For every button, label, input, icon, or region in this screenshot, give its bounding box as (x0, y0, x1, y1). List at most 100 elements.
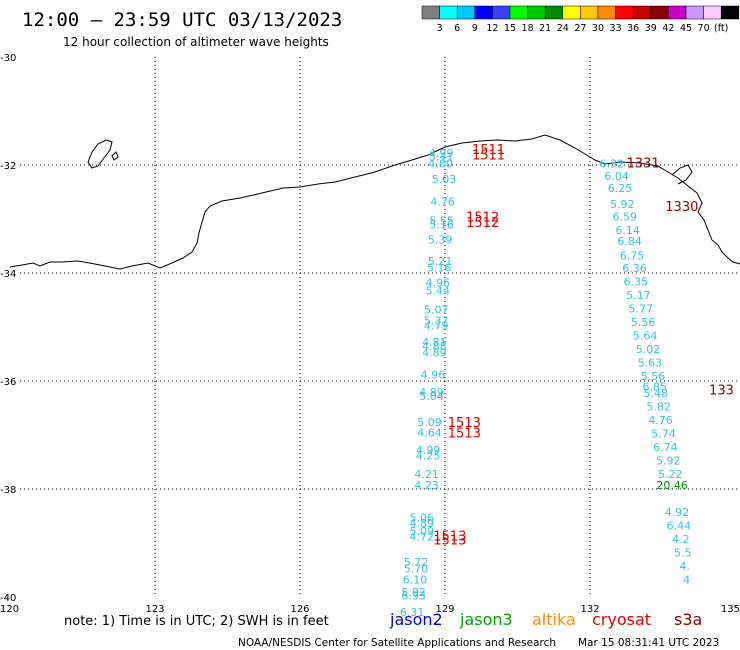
legend-label: 39 (645, 23, 657, 34)
legend-swatch (615, 5, 634, 20)
wave-height-value: 4.92 (665, 506, 690, 519)
pass-time-label: 1513 (448, 416, 481, 431)
legend-swatch (421, 5, 440, 20)
legend-label: 12 (486, 23, 498, 34)
legend-label: (ft) (714, 23, 728, 34)
legend-label: 3 (437, 23, 443, 34)
pass-time-label: 133 (709, 384, 734, 399)
pass-time-label: 1511 (472, 149, 505, 164)
wave-height-value: 5.92 (610, 198, 635, 211)
lat-tick-label: -40 (0, 593, 16, 604)
legend-swatch (527, 5, 546, 20)
lon-tick-label: 120 (0, 604, 19, 615)
wave-height-value: 4.89 (419, 386, 444, 399)
wave-height-value: 6.75 (620, 250, 645, 263)
wave-height-value: 6.25 (608, 182, 633, 195)
wave-height-value: 4.89 (422, 347, 447, 360)
legend-label: 15 (504, 23, 516, 34)
wave-height-value: 5.74 (651, 428, 676, 441)
mission-name: altika (532, 610, 576, 629)
pass-time-label: 1513 (433, 534, 466, 549)
mission-name: s3a (674, 610, 702, 629)
lon-tick-label: 126 (290, 604, 309, 615)
lat-tick-label: -30 (0, 53, 16, 64)
wave-height-value: 5.22 (658, 468, 683, 481)
wave-height-value: 5.92 (401, 586, 426, 599)
lat-tick-label: -36 (0, 377, 16, 388)
map-title: 12:00 – 23:59 UTC 03/13/2023 (22, 9, 342, 31)
legend-swatch (703, 5, 722, 20)
wave-height-value: 5.21 (428, 255, 453, 268)
wave-height-value: 5.03 (432, 173, 457, 186)
lat-tick-label: -32 (0, 161, 16, 172)
wave-height-value: 6.04 (604, 170, 629, 183)
note-text: note: 1) Time is in UTC; 2) SWH is in fe… (64, 614, 329, 629)
wave-height-value: 5.02 (636, 343, 661, 356)
wave-height-value: 4.96 (426, 277, 451, 290)
mission-name: jason2 (389, 610, 443, 629)
coastline (9, 134, 740, 270)
wave-height-value: 5.16 (429, 219, 454, 232)
pass-time-label: 1513 (448, 427, 481, 442)
legend-label: 45 (680, 23, 692, 34)
wave-height-value: 5.82 (646, 401, 671, 414)
wave-height-value: 5.72 (404, 556, 429, 569)
legend-swatch (597, 5, 616, 20)
legend-swatch (456, 5, 476, 20)
time-labels: 1511151115121512151315131513151313311330… (433, 143, 734, 548)
wave-height-value: 5.37 (424, 314, 449, 327)
wave-height-value: 5.41 (429, 151, 454, 164)
pass-time-label: 1331 (627, 157, 660, 172)
wave-height-value: 5.5 (674, 547, 692, 560)
legend-swatch (580, 5, 599, 20)
wave-height-value: 4.72 (410, 530, 435, 543)
legend-swatch (474, 5, 493, 20)
wave-height-value: 5.48 (643, 387, 668, 400)
wave-height-value: 6.84 (617, 235, 642, 248)
legend-label: 36 (627, 23, 639, 34)
legend-label: 21 (539, 23, 551, 34)
pass-time-label: 1513 (433, 529, 466, 544)
wave-height-value: 4.21 (414, 468, 439, 481)
legend-label: 33 (610, 23, 622, 34)
pass-time-label: 1511 (472, 143, 505, 158)
color-legend: 3 6 9 12 15 18 21 24 27 30 33 36 39 42 45 70 (ft) (421, 5, 740, 34)
wave-height-value: 4.23 (414, 479, 439, 492)
wave-height-value: 4.76 (430, 196, 455, 209)
pass-time-label: 1512 (466, 211, 499, 226)
island (87, 139, 113, 169)
wave-height-value: 5.64 (633, 329, 658, 342)
legend-swatch (544, 5, 564, 20)
wave-height-value: 5.09 (410, 525, 435, 538)
legend-label: 30 (592, 23, 604, 34)
legend-swatch (632, 5, 652, 20)
lat-tick-label: -34 (0, 269, 16, 280)
mission-legend: jason2 jason3 altika cryosat s3a (389, 610, 702, 629)
wave-height-value: 6.74 (653, 441, 678, 454)
credit-text: NOAA/NESDIS Center for Satellite Applica… (238, 637, 556, 649)
legend-swatch (650, 5, 669, 20)
wave-height-value: 6.14 (615, 224, 640, 237)
lat-tick-label: -38 (0, 485, 16, 496)
wave-height-value: 5.17 (626, 289, 651, 302)
wave-height-value: 4. (679, 560, 690, 573)
legend-label: 18 (522, 23, 534, 34)
timestamp-text: Mar 15 08:31:41 UTC 2023 (578, 637, 719, 649)
wave-height-value: 4.89 (410, 517, 435, 530)
wave-height-value: 5.07 (424, 304, 449, 317)
wave-height-value: 6.59 (613, 211, 638, 224)
pass-time-label: 1330 (665, 200, 698, 215)
lon-tick-label: 123 (145, 604, 164, 615)
wave-height-value: 5.06 (410, 511, 435, 524)
mission-name: cryosat (592, 610, 651, 629)
wave-height-value: 4.80 (428, 158, 453, 171)
wave-height-value: 4 (683, 574, 690, 587)
wave-height-value: 5.63 (638, 356, 663, 369)
legend-swatch (562, 5, 581, 20)
wave-height-value: 4.81 (422, 336, 447, 349)
coastline-inlet (671, 164, 693, 185)
wave-height-value: 6.32 (600, 158, 625, 171)
wave-height-value: 6.44 (667, 520, 692, 533)
wave-height-value: 5.04 (419, 390, 444, 403)
wave-height-value: 6.31 (400, 606, 425, 619)
